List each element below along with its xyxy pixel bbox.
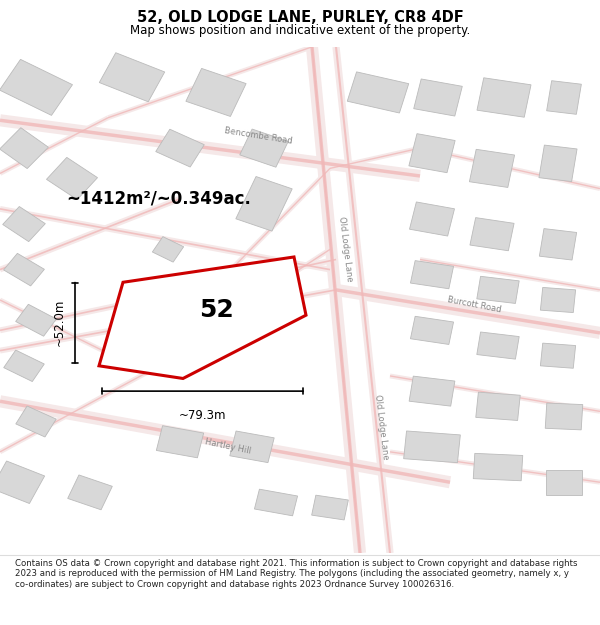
Polygon shape	[477, 332, 519, 359]
Polygon shape	[414, 79, 462, 116]
Polygon shape	[541, 343, 575, 368]
Polygon shape	[539, 229, 577, 260]
Polygon shape	[4, 350, 44, 381]
Polygon shape	[469, 149, 515, 188]
Polygon shape	[473, 453, 523, 481]
Text: 52, OLD LODGE LANE, PURLEY, CR8 4DF: 52, OLD LODGE LANE, PURLEY, CR8 4DF	[137, 10, 463, 25]
Polygon shape	[409, 202, 455, 236]
Polygon shape	[539, 145, 577, 181]
Polygon shape	[230, 431, 274, 462]
Polygon shape	[547, 81, 581, 114]
Polygon shape	[240, 129, 288, 168]
Polygon shape	[236, 176, 292, 231]
Text: 52: 52	[199, 298, 233, 322]
Polygon shape	[347, 72, 409, 113]
Text: ~52.0m: ~52.0m	[53, 299, 66, 346]
Polygon shape	[470, 217, 514, 251]
Polygon shape	[545, 403, 583, 430]
Polygon shape	[404, 431, 460, 462]
Polygon shape	[68, 475, 112, 510]
Polygon shape	[16, 304, 56, 336]
Polygon shape	[254, 489, 298, 516]
Polygon shape	[0, 127, 49, 169]
Text: Contains OS data © Crown copyright and database right 2021. This information is : Contains OS data © Crown copyright and d…	[15, 559, 577, 589]
Polygon shape	[156, 129, 204, 167]
Polygon shape	[16, 406, 56, 437]
Text: Bencombe Road: Bencombe Road	[223, 126, 293, 145]
Polygon shape	[157, 426, 203, 458]
Polygon shape	[410, 261, 454, 289]
Polygon shape	[541, 288, 575, 312]
Polygon shape	[186, 68, 246, 116]
Text: Map shows position and indicative extent of the property.: Map shows position and indicative extent…	[130, 24, 470, 36]
Polygon shape	[546, 469, 582, 495]
Polygon shape	[152, 237, 184, 262]
Text: ~79.3m: ~79.3m	[179, 409, 226, 422]
Text: Hartley Hill: Hartley Hill	[204, 438, 252, 456]
Text: Burcott Road: Burcott Road	[446, 296, 502, 315]
Polygon shape	[409, 376, 455, 406]
Polygon shape	[410, 316, 454, 344]
Polygon shape	[477, 78, 531, 118]
Text: Old Lodge Lane: Old Lodge Lane	[373, 394, 389, 459]
Polygon shape	[477, 276, 519, 304]
Polygon shape	[409, 134, 455, 172]
Polygon shape	[476, 392, 520, 421]
Polygon shape	[46, 158, 98, 199]
Polygon shape	[4, 253, 44, 286]
Polygon shape	[2, 206, 46, 242]
Text: Old Lodge Lane: Old Lodge Lane	[337, 216, 353, 282]
Polygon shape	[0, 461, 44, 504]
Text: ~1412m²/~0.349ac.: ~1412m²/~0.349ac.	[67, 190, 251, 208]
Polygon shape	[0, 59, 73, 116]
Polygon shape	[311, 495, 349, 520]
Polygon shape	[99, 257, 306, 379]
Polygon shape	[99, 52, 165, 102]
